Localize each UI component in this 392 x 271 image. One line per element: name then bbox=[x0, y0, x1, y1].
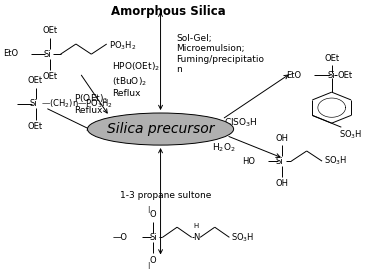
Text: HO: HO bbox=[242, 157, 255, 166]
Text: OEt: OEt bbox=[324, 54, 339, 63]
Text: Sol-Gel;
Microemulsion;
Fuming/precipitatio
n: Sol-Gel; Microemulsion; Fuming/precipita… bbox=[176, 34, 264, 74]
Text: P(OEt)$_3$
Reflux: P(OEt)$_3$ Reflux bbox=[74, 92, 108, 115]
Text: N: N bbox=[193, 233, 200, 242]
Text: Si: Si bbox=[43, 50, 51, 59]
Text: O: O bbox=[149, 256, 156, 264]
Text: OEt: OEt bbox=[338, 71, 352, 80]
Text: EtO: EtO bbox=[3, 49, 18, 58]
Text: HPO(OEt)$_2$
(tBuO)$_2$
Reflux: HPO(OEt)$_2$ (tBuO)$_2$ Reflux bbox=[113, 61, 161, 98]
Text: |: | bbox=[147, 262, 149, 269]
Text: Si: Si bbox=[276, 157, 283, 166]
Text: Silica precursor: Silica precursor bbox=[107, 122, 214, 136]
Text: H: H bbox=[194, 223, 199, 229]
Text: Si: Si bbox=[30, 99, 38, 108]
Text: OEt: OEt bbox=[28, 122, 43, 131]
Text: Si: Si bbox=[149, 233, 157, 242]
Text: OEt: OEt bbox=[28, 76, 43, 85]
Text: SO$_3$H: SO$_3$H bbox=[231, 231, 255, 244]
Text: OEt: OEt bbox=[43, 72, 58, 81]
Ellipse shape bbox=[87, 113, 234, 145]
Text: SO$_3$H: SO$_3$H bbox=[324, 155, 347, 167]
Text: PO$_3$H$_2$: PO$_3$H$_2$ bbox=[109, 39, 136, 51]
Text: 1-3 propane sultone: 1-3 propane sultone bbox=[120, 191, 212, 200]
Text: OH: OH bbox=[275, 134, 288, 143]
Text: O: O bbox=[149, 210, 156, 219]
Text: —(CH$_2$)n—PO$_3$H$_2$: —(CH$_2$)n—PO$_3$H$_2$ bbox=[40, 97, 113, 110]
Text: OH: OH bbox=[275, 179, 288, 188]
Text: EtO: EtO bbox=[287, 71, 302, 80]
Text: Amorphous Silica: Amorphous Silica bbox=[111, 5, 226, 18]
Text: |: | bbox=[147, 206, 149, 213]
Text: SO$_3$H: SO$_3$H bbox=[339, 128, 363, 141]
Text: H$_2$O$_2$: H$_2$O$_2$ bbox=[212, 141, 236, 154]
Text: —O: —O bbox=[113, 233, 128, 242]
Text: ClSO$_3$H: ClSO$_3$H bbox=[224, 116, 258, 129]
Text: Si: Si bbox=[328, 71, 336, 80]
Text: OEt: OEt bbox=[43, 26, 58, 35]
